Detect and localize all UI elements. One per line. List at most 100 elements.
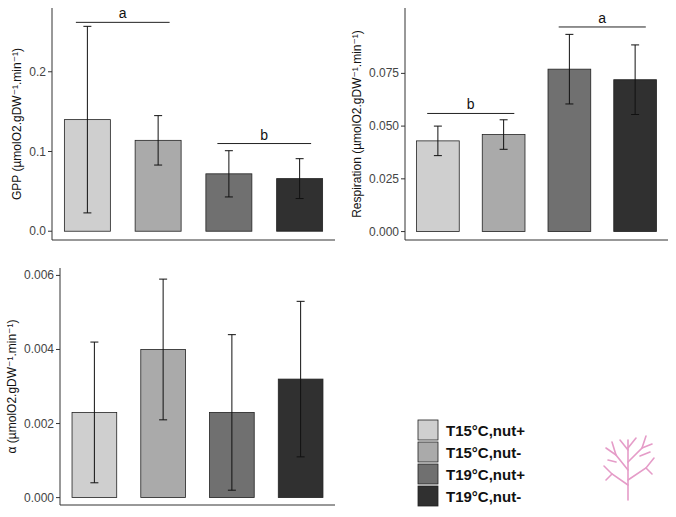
error-bar bbox=[225, 151, 233, 197]
x-axis bbox=[60, 505, 335, 506]
significance-letter: b bbox=[467, 96, 475, 112]
seaweed-branch bbox=[642, 444, 652, 448]
y-tick-label: 0.000 bbox=[369, 225, 399, 239]
legend-label: T19°C,nut+ bbox=[446, 466, 525, 483]
error-cap bbox=[225, 196, 233, 197]
error-line bbox=[299, 159, 300, 199]
x-axis bbox=[52, 240, 335, 241]
error-line bbox=[87, 26, 88, 213]
legend-swatch bbox=[418, 442, 438, 462]
error-cap bbox=[434, 155, 442, 156]
error-line bbox=[437, 126, 438, 156]
error-cap bbox=[228, 490, 236, 491]
error-cap bbox=[631, 114, 639, 115]
error-cap bbox=[225, 150, 233, 151]
significance-letter: a bbox=[598, 10, 606, 26]
error-cap bbox=[228, 334, 236, 335]
error-bar bbox=[159, 279, 167, 420]
y-tick-label: 0.004 bbox=[24, 342, 54, 356]
seaweed-branch bbox=[606, 474, 612, 480]
error-cap bbox=[90, 482, 98, 483]
error-cap bbox=[500, 149, 508, 150]
seaweed-branch bbox=[640, 452, 650, 456]
error-cap bbox=[297, 456, 305, 457]
y-tick bbox=[48, 231, 52, 232]
y-tick bbox=[401, 126, 405, 127]
error-line bbox=[158, 116, 159, 165]
error-cap bbox=[565, 34, 573, 35]
y-tick bbox=[401, 73, 405, 74]
seaweed-branch bbox=[628, 438, 636, 448]
y-tick bbox=[56, 423, 60, 424]
y-tick bbox=[401, 231, 405, 232]
error-line bbox=[94, 342, 95, 483]
error-cap bbox=[631, 44, 639, 45]
plot-area bbox=[72, 279, 323, 497]
error-cap bbox=[159, 279, 167, 280]
error-cap bbox=[90, 342, 98, 343]
error-bar bbox=[154, 116, 162, 165]
plot-area bbox=[417, 34, 657, 231]
error-line bbox=[569, 34, 570, 104]
seaweed-branch bbox=[606, 448, 616, 455]
legend-swatch bbox=[418, 486, 438, 506]
legend-label: T15°C,nut+ bbox=[446, 422, 525, 439]
error-line bbox=[231, 335, 232, 491]
error-cap bbox=[296, 158, 304, 159]
error-bar bbox=[500, 120, 508, 150]
error-cap bbox=[297, 301, 305, 302]
y-tick-label: 0.002 bbox=[24, 417, 54, 431]
y-tick bbox=[56, 275, 60, 276]
seaweed-branch bbox=[646, 468, 652, 474]
error-bar bbox=[434, 126, 442, 156]
error-cap bbox=[83, 26, 91, 27]
y-tick-label: 0.025 bbox=[369, 172, 399, 186]
seaweed-branch bbox=[628, 458, 654, 480]
significance-bracket bbox=[427, 113, 514, 114]
legend-swatch bbox=[418, 420, 438, 440]
y-axis-title: GPP (µmolO2.gDW⁻¹.min⁻¹) bbox=[10, 48, 24, 200]
error-bar bbox=[297, 301, 305, 457]
error-bar bbox=[631, 45, 639, 115]
error-cap bbox=[83, 212, 91, 213]
legend-label: T19°C,nut- bbox=[446, 488, 521, 505]
error-line bbox=[163, 279, 164, 420]
error-cap bbox=[296, 198, 304, 199]
y-tick-label: 0.075 bbox=[369, 66, 399, 80]
error-bar bbox=[90, 342, 98, 483]
legend: T15°C,nut+ T15°C,nut- T19°C,nut+ T19°C,nut- bbox=[418, 420, 525, 506]
y-tick-label: 0.000 bbox=[24, 491, 54, 505]
significance-bracket bbox=[217, 143, 311, 144]
y-tick-label: 0.2 bbox=[29, 65, 46, 79]
error-line bbox=[635, 45, 636, 115]
error-line bbox=[228, 151, 229, 197]
significance-bracket bbox=[76, 22, 170, 23]
y-tick-label: 0.006 bbox=[24, 268, 54, 282]
y-tick bbox=[401, 178, 405, 179]
error-cap bbox=[159, 419, 167, 420]
error-cap bbox=[434, 126, 442, 127]
y-tick bbox=[56, 497, 60, 498]
seaweed-branch bbox=[608, 460, 616, 462]
error-cap bbox=[154, 115, 162, 116]
y-axis-title: α (µmolO2.gDW⁻¹.min⁻¹) bbox=[5, 320, 19, 454]
significance-letter: b bbox=[260, 127, 268, 143]
legend-label: T15°C,nut- bbox=[446, 444, 521, 461]
error-line bbox=[503, 120, 504, 150]
significance-letter: a bbox=[119, 5, 127, 21]
error-line bbox=[300, 301, 301, 457]
error-bar bbox=[565, 34, 573, 104]
error-cap bbox=[154, 165, 162, 166]
seaweed-branch bbox=[628, 436, 646, 462]
legend-swatch bbox=[418, 464, 438, 484]
error-cap bbox=[500, 119, 508, 120]
error-bar bbox=[296, 159, 304, 199]
seaweed-icon bbox=[604, 436, 654, 500]
y-tick bbox=[48, 151, 52, 152]
error-bar bbox=[228, 335, 236, 491]
y-axis-title: Respiration (µmolO2.gDW⁻¹.min⁻¹) bbox=[350, 30, 364, 218]
y-axis bbox=[60, 268, 61, 505]
y-axis bbox=[405, 8, 406, 240]
y-tick-label: 0.050 bbox=[369, 119, 399, 133]
y-tick-label: 0.1 bbox=[29, 145, 46, 159]
